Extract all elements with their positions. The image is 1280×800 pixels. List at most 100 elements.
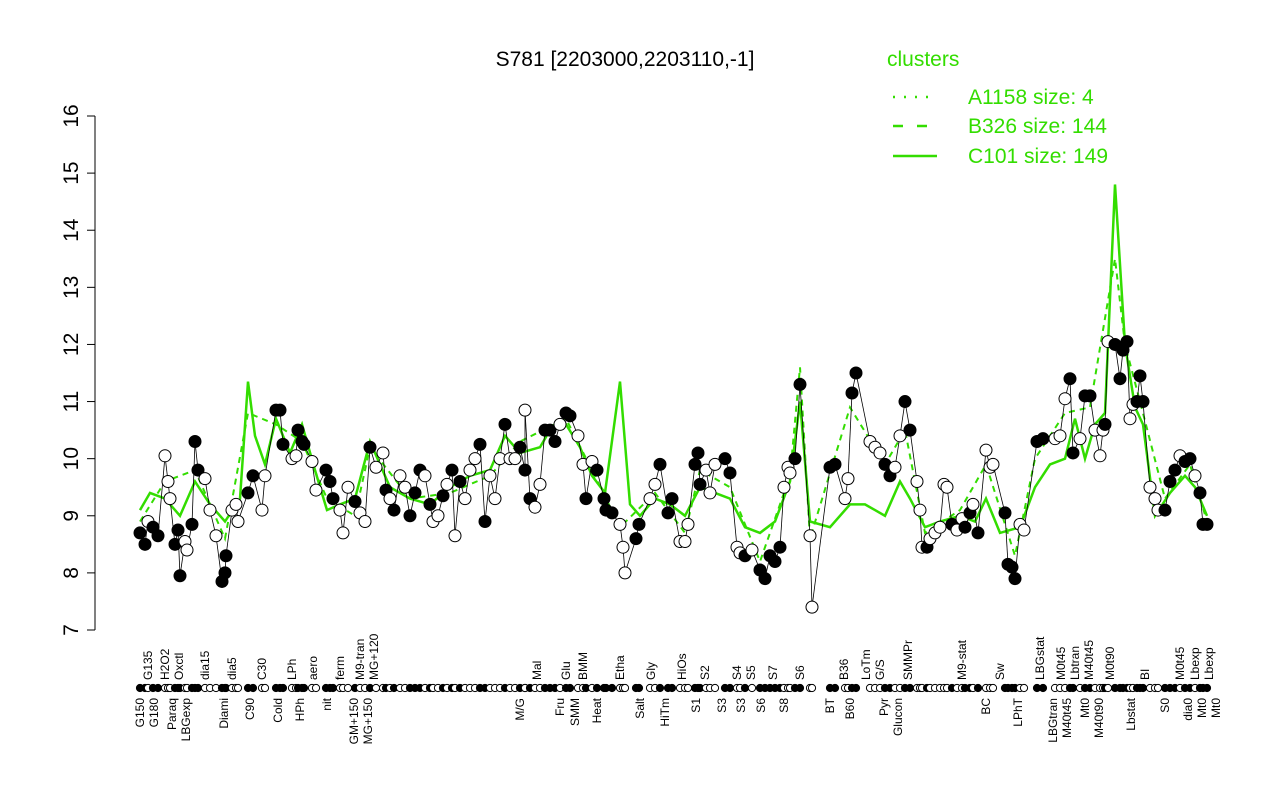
y-tick-label: 14 [60,218,83,242]
y-tick-label: 12 [60,333,83,356]
y-tick-label: 9 [60,510,83,522]
x-tick-label: S1 [689,698,703,713]
data-point [185,517,199,531]
data-point [563,409,577,423]
x-axis-labels: G150 G135 G180 H2O2 Paraq Oxctl LBGexp dia15 Dia… [133,633,1223,744]
x-tick-label: dia0 [1181,698,1195,721]
x-tick-label: S4 [730,665,744,680]
data-point [1200,517,1214,531]
data-point [478,514,492,528]
data-point [898,395,912,409]
x-tick-label: S8 [777,698,791,713]
x-tick-label: H2O2 [158,648,172,680]
x-tick-label: S2 [698,665,712,680]
data-point [440,477,454,491]
data-point [597,492,611,506]
data-point [408,486,422,500]
x-tick-label: HPh [293,698,307,721]
x-tick-label: MG+150 [361,698,375,745]
x-tick-label: S0 [1158,698,1172,713]
x-tick-label: Heat [590,697,604,723]
data-point [777,480,791,494]
data-point [255,503,269,517]
connector-line [1142,401,1151,488]
data-point [133,526,147,540]
x-sample-marker [565,683,575,693]
legend-label-a1158: A1158 size: 4 [968,86,1094,109]
x-sample-marker [343,683,353,693]
data-point [1098,417,1112,431]
connector-line [855,372,871,442]
x-sample-marker [233,683,243,693]
data-point [387,503,401,517]
x-tick-label: nit [320,697,334,710]
x-sample-marker [328,683,338,693]
data-point [1008,572,1022,586]
data-point [1193,486,1207,500]
x-sample-marker [153,683,163,693]
chart-title: S781 [2203000,2203110,-1] [496,48,755,71]
data-point [933,520,947,534]
x-tick-label: B36 [837,658,851,680]
x-tick-label: M40t45 [1060,698,1074,738]
data-point [309,483,323,497]
data-point [326,492,340,506]
connector-line [847,392,853,479]
x-tick-label: Sw [993,663,1007,680]
data-point [291,423,305,437]
x-tick-label: Mt0 [1195,698,1209,718]
data-point [158,449,172,463]
data-point [910,475,924,489]
data-point [1073,432,1087,446]
x-sample-marker [747,683,757,693]
data-point [458,492,472,506]
x-tick-label: B60 [843,698,857,720]
connector-line [1079,395,1086,439]
connector-line [191,441,196,525]
legend: clusters A1158 size: 4 B326 size: 144 C1… [887,48,1108,168]
data-point [745,543,759,557]
data-point [653,457,667,471]
legend-title: clusters [887,48,959,71]
x-tick-label: HiTm [658,698,672,727]
data-point [1017,523,1031,537]
connector-line [364,447,371,522]
connector-line [909,430,918,482]
x-sample-marker [248,683,258,693]
x-tick-label: LPh [285,659,299,680]
x-sample-marker [1038,683,1048,693]
data-point [1120,335,1134,349]
x-tick-label: BC [979,698,993,715]
data-point [473,437,487,451]
data-point [629,532,643,546]
x-tick-label: M40t45 [1082,640,1096,680]
x-sample-marker [371,683,381,693]
connector-line [1069,378,1074,453]
connector-line [779,487,785,548]
connector-line [687,464,696,525]
x-sample-marker [655,683,665,693]
data-point [463,463,477,477]
data-point [431,509,445,523]
x-sample-marker [634,683,644,693]
data-point [528,500,542,514]
data-point [258,469,272,483]
x-tick-label: S3 [715,698,729,713]
data-point [849,366,863,380]
x-tick-label: C90 [243,698,257,720]
data-point [788,452,802,466]
data-point [632,517,646,531]
data-point [783,466,797,480]
x-tick-label: Glucon [891,698,905,736]
data-point [171,523,185,537]
data-point [758,572,772,586]
x-sample-marker [851,683,861,693]
x-tick-label: Lbstat [1124,697,1138,730]
x-sample-marker [311,683,321,693]
x-tick-label: MG+120 [367,633,381,680]
x-tick-label: ferm [333,656,347,680]
connector-line [729,472,738,548]
y-tick-label: 11 [60,391,83,413]
data-point [323,475,337,489]
x-tick-label: SMMPr [901,640,915,680]
